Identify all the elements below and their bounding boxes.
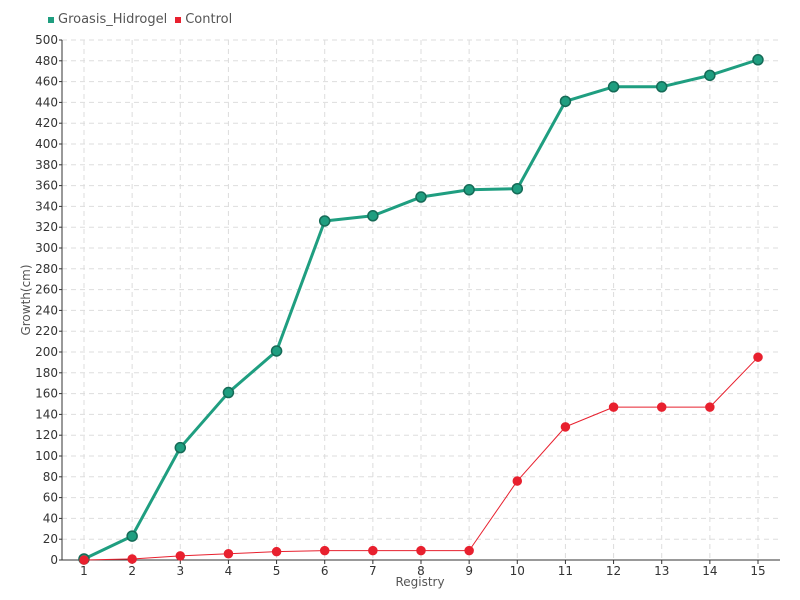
legend-label-control: Control <box>185 12 233 27</box>
x-tick-label: 6 <box>321 564 329 578</box>
legend-swatch-control <box>175 16 182 23</box>
data-point-control[interactable] <box>705 402 715 412</box>
data-point-control[interactable] <box>368 545 378 556</box>
x-axis-title: Registry <box>395 575 444 589</box>
y-tick-label: 140 <box>35 407 58 421</box>
data-point-groasis-hidrogel[interactable] <box>415 191 427 203</box>
data-point-control[interactable] <box>608 402 619 412</box>
y-tick-label: 420 <box>35 116 58 130</box>
y-tick-label: 60 <box>43 491 58 505</box>
y-tick-label: 200 <box>35 345 58 359</box>
y-tick-label: 120 <box>35 428 58 442</box>
data-point-groasis-hidrogel[interactable] <box>367 210 379 222</box>
x-tick-label: 8 <box>417 564 425 578</box>
x-tick-label: 9 <box>465 564 473 578</box>
y-tick-label: 80 <box>43 470 58 484</box>
x-tick-label: 13 <box>654 564 669 578</box>
data-point-control[interactable] <box>271 546 282 557</box>
x-tick-label: 12 <box>606 564 621 578</box>
data-point-groasis-hidrogel[interactable] <box>318 215 331 227</box>
axes <box>59 39 780 564</box>
y-tick-label: 20 <box>43 532 58 546</box>
y-tick-label: 500 <box>35 33 58 47</box>
data-point-control[interactable] <box>753 352 763 362</box>
data-point-groasis-hidrogel[interactable] <box>463 184 475 196</box>
x-tick-label: 11 <box>558 564 573 578</box>
y-tick-labels: 0 20 40 60 80 100 120 140 160 180 200 220 240 260 280 3… <box>35 33 58 567</box>
data-point-control[interactable] <box>175 551 186 561</box>
data-point-control[interactable] <box>79 555 89 565</box>
data-point-groasis-hidrogel[interactable] <box>559 95 572 108</box>
y-tick-label: 0 <box>50 553 58 567</box>
y-tick-label: 100 <box>35 449 58 463</box>
y-tick-label: 400 <box>35 137 58 151</box>
data-point-control[interactable] <box>560 422 571 432</box>
series-group <box>78 54 764 565</box>
grid-lines <box>62 39 780 560</box>
y-tick-label: 460 <box>35 75 58 89</box>
data-point-control[interactable] <box>656 402 667 412</box>
x-tick-labels: 1 2 3 4 5 6 7 8 9 10 11 12 13 14 15 <box>80 564 765 578</box>
y-tick-label: 40 <box>43 511 58 525</box>
data-point-groasis-hidrogel[interactable] <box>126 530 138 542</box>
y-tick-label: 440 <box>35 95 58 109</box>
legend: Groasis_Hidrogel Control <box>48 12 240 27</box>
y-tick-label: 340 <box>35 199 58 213</box>
x-tick-label: 2 <box>128 564 136 578</box>
y-tick-label: 380 <box>35 158 58 172</box>
y-tick-label: 260 <box>35 283 58 297</box>
data-point-groasis-hidrogel[interactable] <box>511 182 524 195</box>
x-tick-label: 5 <box>273 564 281 578</box>
y-tick-label: 480 <box>35 54 58 68</box>
data-point-control[interactable] <box>127 554 137 564</box>
data-point-groasis-hidrogel[interactable] <box>270 345 283 357</box>
data-point-groasis-hidrogel[interactable] <box>174 441 187 454</box>
data-point-groasis-hidrogel[interactable] <box>607 81 620 93</box>
x-tick-label: 4 <box>225 564 233 578</box>
y-tick-label: 220 <box>35 324 58 338</box>
data-point-control[interactable] <box>512 476 523 486</box>
y-tick-label: 360 <box>35 179 58 193</box>
legend-item-control[interactable]: Control <box>175 12 232 27</box>
y-tick-label: 240 <box>35 303 58 317</box>
x-tick-label: 1 <box>80 564 88 578</box>
x-tick-label: 7 <box>369 564 377 578</box>
y-tick-label: 320 <box>35 220 58 234</box>
y-tick-label: 160 <box>35 387 58 401</box>
legend-label-groasis: Groasis_Hidrogel <box>58 12 168 27</box>
x-tick-label: 15 <box>750 564 765 578</box>
y-axis-title: Growth(cm) <box>19 264 33 335</box>
y-tick-label: 180 <box>35 366 58 380</box>
legend-item-groasis[interactable]: Groasis_Hidrogel <box>48 12 167 27</box>
x-tick-label: 14 <box>702 564 717 578</box>
data-point-groasis-hidrogel[interactable] <box>752 54 764 66</box>
y-tick-label: 280 <box>35 262 58 276</box>
x-tick-label: 10 <box>510 564 525 578</box>
data-point-control[interactable] <box>223 549 234 559</box>
y-tick-label: 300 <box>35 241 58 255</box>
legend-swatch-groasis <box>48 16 54 23</box>
data-point-control[interactable] <box>464 545 474 556</box>
data-point-groasis-hidrogel[interactable] <box>655 81 668 93</box>
data-point-control[interactable] <box>319 545 330 556</box>
data-point-control[interactable] <box>416 545 426 556</box>
data-point-groasis-hidrogel[interactable] <box>222 386 235 399</box>
x-tick-label: 3 <box>176 564 184 578</box>
data-point-groasis-hidrogel[interactable] <box>704 69 716 82</box>
